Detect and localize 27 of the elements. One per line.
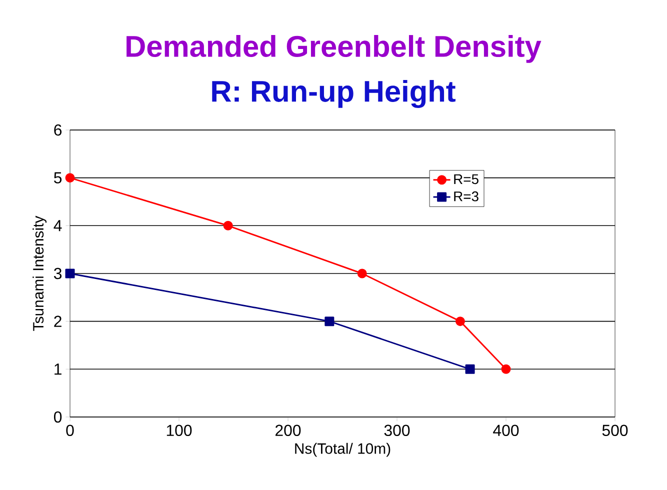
x-tick-label: 300: [384, 424, 410, 436]
x-tick-label: 0: [66, 424, 74, 436]
point: [455, 316, 465, 326]
y-tick-label: 5: [54, 172, 62, 184]
y-tick-label: 6: [54, 124, 62, 136]
chart-subtitle: R: Run-up Height: [212, 80, 456, 108]
point: [357, 268, 367, 278]
chart-title: Demanded Greenbelt Density: [126, 35, 542, 63]
point: [324, 316, 334, 326]
y-tick-label: 2: [54, 316, 62, 327]
x-tick-label: 400: [493, 424, 519, 436]
y-axis-title: Tsunami Intensity: [32, 216, 47, 331]
legend-label: R=5: [454, 174, 478, 184]
point: [223, 220, 233, 230]
y-tick-label: 3: [54, 268, 62, 280]
point: [65, 173, 75, 183]
y-tick-label: 1: [54, 364, 62, 375]
x-tick-label: 500: [602, 424, 628, 436]
point: [65, 268, 75, 278]
x-tick-label: 200: [276, 424, 301, 436]
x-tick-label: 100: [166, 424, 192, 436]
y-tick-label: 0: [54, 411, 62, 423]
legend-label: R=3: [454, 191, 478, 202]
x-axis-title: Ns(Total/ 10m): [295, 442, 390, 457]
point: [501, 364, 511, 374]
y-tick-label: 4: [54, 220, 62, 232]
point: [465, 364, 475, 374]
